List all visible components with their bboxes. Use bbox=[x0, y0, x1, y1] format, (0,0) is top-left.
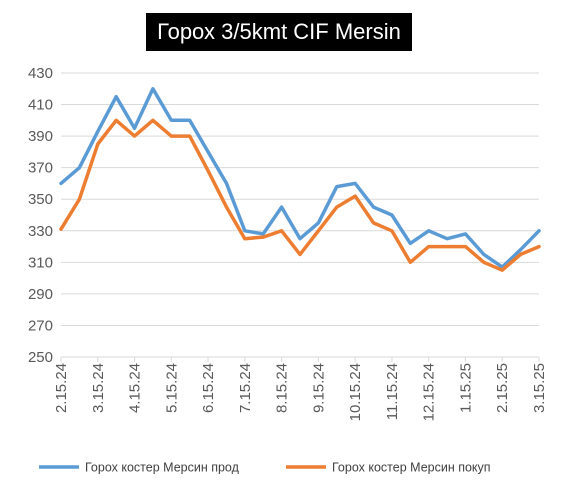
y-tick-label: 290 bbox=[28, 286, 53, 303]
legend-label: Горох костер Мерсин покуп bbox=[332, 461, 491, 475]
series-lines bbox=[59, 87, 541, 272]
y-tick-label: 390 bbox=[28, 128, 53, 145]
legend-label: Горох костер Мерсин прод bbox=[85, 461, 240, 475]
chart-title: Горох 3/5kmt CIF Mersin bbox=[146, 13, 412, 51]
y-tick-label: 310 bbox=[28, 254, 53, 271]
x-tick-label: 8.15.24 bbox=[274, 363, 291, 413]
y-tick-label: 350 bbox=[28, 191, 53, 208]
x-axis-labels: 2.15.24 3.15.24 4.15.24 5.15.24 6.15.24 7.15.… bbox=[53, 357, 548, 421]
x-tick-label: 4.15.24 bbox=[127, 363, 144, 413]
series-line-1 bbox=[59, 87, 541, 269]
y-tick-label: 430 bbox=[28, 65, 53, 82]
y-tick-label: 410 bbox=[28, 97, 53, 114]
x-tick-label: 5.15.24 bbox=[163, 363, 180, 413]
x-tick-label: 9.15.24 bbox=[310, 363, 327, 413]
x-tick-label: 12.15.24 bbox=[421, 363, 438, 421]
x-tick-label: 3.15.24 bbox=[90, 363, 107, 413]
x-tick-label: 2.15.25 bbox=[494, 363, 511, 413]
x-tick-label: 11.15.24 bbox=[384, 363, 401, 420]
x-tick-label: 7.15.24 bbox=[237, 363, 254, 413]
x-tick-label: 6.15.24 bbox=[200, 363, 217, 413]
x-tick-label: 3.15.25 bbox=[531, 363, 548, 413]
series-line-2 bbox=[59, 118, 541, 272]
y-tick-label: 370 bbox=[28, 160, 53, 177]
y-tick-label: 330 bbox=[28, 223, 53, 240]
y-tick-label: 270 bbox=[28, 317, 53, 334]
y-axis-labels: 250 270 290 310 330 350 370 390 410 430 bbox=[28, 65, 53, 366]
x-tick-label: 2.15.24 bbox=[53, 363, 70, 413]
y-tick-label: 250 bbox=[28, 349, 53, 366]
legend: Горох костер Мерсин прод Горох костер Мер… bbox=[39, 461, 491, 475]
x-tick-label: 1.15.25 bbox=[457, 363, 474, 413]
x-tick-label: 10.15.24 bbox=[347, 363, 364, 421]
gridlines bbox=[61, 72, 539, 358]
